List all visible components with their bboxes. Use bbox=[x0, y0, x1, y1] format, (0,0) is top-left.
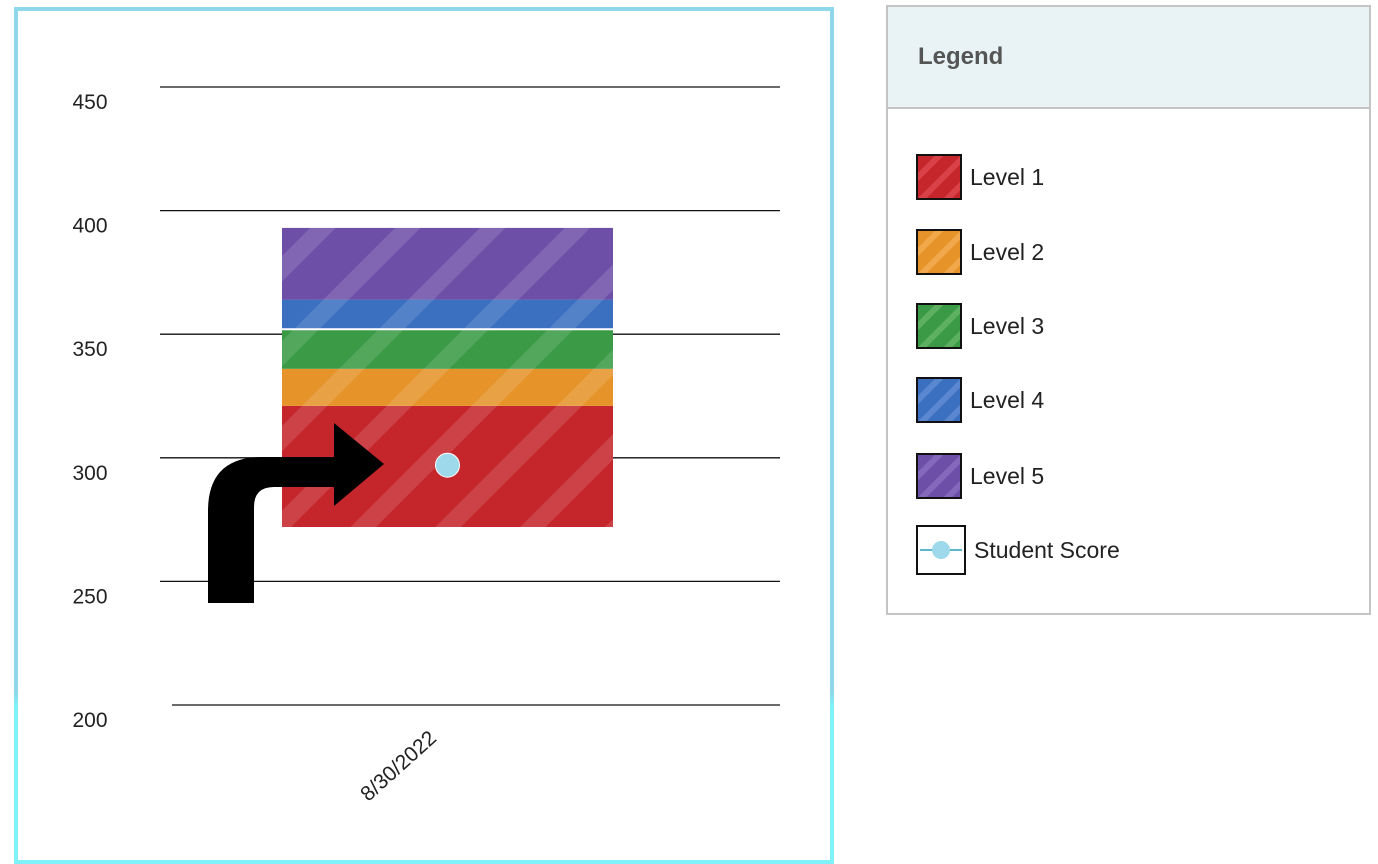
band-stripes bbox=[282, 368, 613, 406]
legend-label: Level 2 bbox=[970, 238, 1045, 265]
legend-item-level-3: Level 3 bbox=[916, 301, 1044, 351]
legend-item-level-2: Level 2 bbox=[916, 227, 1044, 277]
y-tick-label: 400 bbox=[72, 215, 107, 238]
legend-item-student-score: Student Score bbox=[916, 525, 1120, 575]
level-3-swatch bbox=[916, 303, 962, 349]
legend-title: Legend bbox=[888, 7, 1369, 109]
band-stripes bbox=[282, 299, 613, 330]
legend-label: Level 4 bbox=[970, 386, 1045, 413]
x-tick-label: 8/30/2022 bbox=[356, 726, 441, 806]
y-tick-label: 350 bbox=[72, 338, 107, 361]
legend-label: Level 3 bbox=[970, 312, 1045, 339]
score-chart: 200 250 300 350 400 450 8/30/2022 bbox=[72, 86, 780, 806]
band-stripes bbox=[282, 227, 613, 300]
student-score-point[interactable] bbox=[435, 452, 460, 478]
y-tick-label: 450 bbox=[72, 91, 107, 114]
legend-label: Student Score bbox=[974, 536, 1120, 563]
level-2-swatch bbox=[916, 229, 962, 275]
chart-panel: 200 250 300 350 400 450 8/30/2022 bbox=[14, 7, 834, 864]
y-tick-label: 300 bbox=[72, 462, 107, 485]
legend-label: Level 5 bbox=[970, 462, 1045, 489]
level-4-swatch bbox=[916, 377, 962, 423]
legend-label: Level 1 bbox=[970, 163, 1045, 190]
legend-item-level-1: Level 1 bbox=[916, 152, 1044, 202]
level-1-swatch bbox=[916, 154, 962, 200]
turn-right-arrow-icon bbox=[208, 423, 384, 603]
legend-panel: Legend Level 1 Level 2 Level 3 Level 4 L… bbox=[886, 5, 1371, 615]
y-tick-label: 200 bbox=[72, 709, 107, 732]
band-stripes bbox=[282, 329, 613, 369]
legend-item-level-5: Level 5 bbox=[916, 451, 1044, 501]
legend-item-level-4: Level 4 bbox=[916, 375, 1044, 425]
level-5-swatch bbox=[916, 453, 962, 499]
student-score-swatch bbox=[916, 525, 966, 575]
y-tick-label: 250 bbox=[72, 585, 107, 608]
